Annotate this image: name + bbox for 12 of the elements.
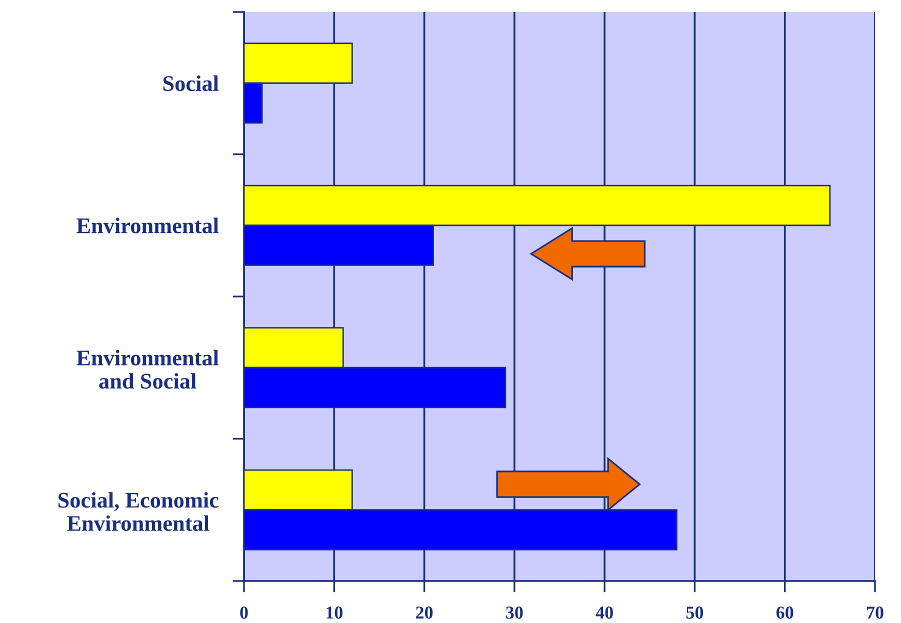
y-tick-label: Environmental [76,218,219,234]
x-tick-label: 0 [240,606,248,619]
x-tick-label: 10 [326,606,342,619]
x-tick-label: 70 [867,606,884,619]
x-tick-label: 20 [416,606,433,619]
y-tick-label: Social [163,75,219,92]
y-tick-label: Environmental and Social [76,350,219,389]
y-tick-label: Social, Economic Environmental [58,492,218,531]
x-tick-label: 30 [506,606,523,619]
x-tick-label: 40 [596,606,613,619]
x-tick-label: 50 [686,606,704,619]
x-tick-label: 60 [776,606,794,619]
